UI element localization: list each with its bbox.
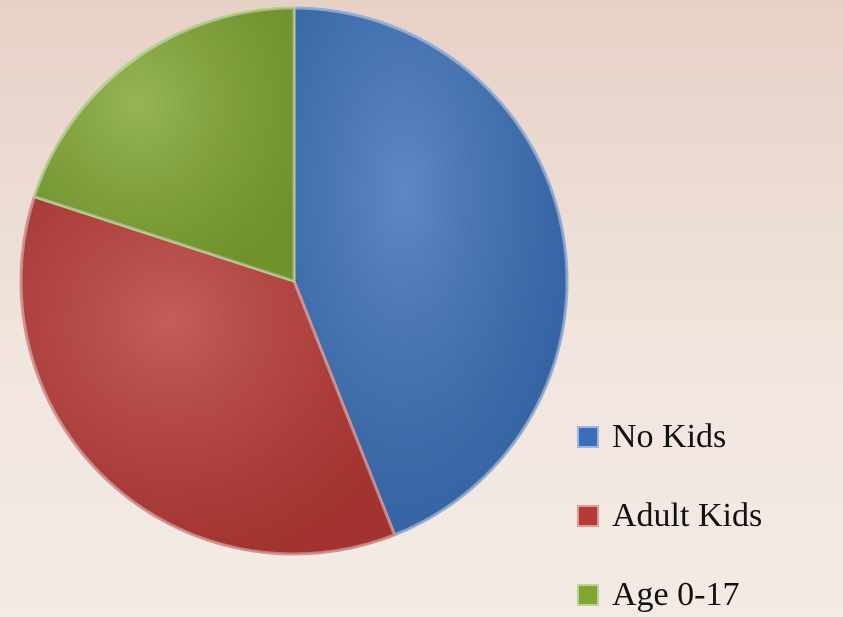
pie	[19, 6, 569, 556]
legend-swatch	[577, 426, 599, 448]
legend: No Kids Adult Kids Age 0-17	[577, 418, 762, 613]
legend-swatch	[577, 584, 599, 606]
legend-label: No Kids	[612, 418, 726, 455]
legend-label: Adult Kids	[612, 497, 762, 534]
legend-label: Age 0-17	[612, 576, 739, 613]
legend-swatch	[577, 505, 599, 527]
